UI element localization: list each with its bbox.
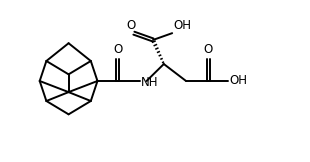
Text: O: O — [126, 19, 135, 32]
Text: O: O — [204, 43, 213, 56]
Text: OH: OH — [174, 19, 192, 32]
Text: OH: OH — [230, 75, 248, 87]
Text: NH: NH — [141, 76, 158, 89]
Text: O: O — [113, 43, 122, 56]
